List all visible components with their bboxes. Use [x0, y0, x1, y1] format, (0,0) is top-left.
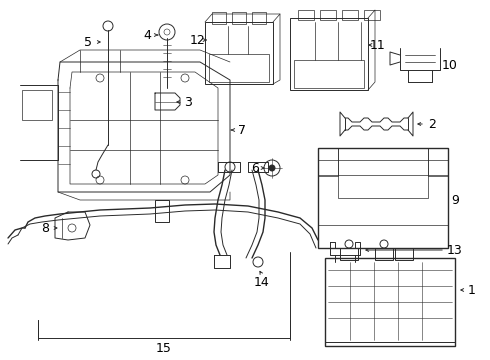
Bar — [320, 10, 336, 20]
Bar — [375, 248, 393, 260]
Bar — [338, 148, 428, 198]
Bar — [155, 200, 169, 222]
Text: 6: 6 — [251, 162, 259, 175]
Text: 9: 9 — [451, 194, 459, 207]
Bar — [205, 22, 273, 84]
Text: 5: 5 — [84, 36, 92, 49]
Bar — [232, 12, 246, 24]
Bar — [212, 12, 226, 24]
Bar — [325, 258, 455, 346]
Text: 15: 15 — [156, 342, 172, 355]
Text: 3: 3 — [184, 95, 192, 108]
Text: 8: 8 — [41, 221, 49, 234]
Bar — [318, 148, 338, 176]
Text: 13: 13 — [447, 243, 463, 256]
Bar — [318, 148, 448, 248]
Bar — [298, 10, 314, 20]
Text: 7: 7 — [238, 123, 246, 136]
Bar — [342, 10, 358, 20]
Bar — [364, 10, 380, 20]
Text: 11: 11 — [370, 39, 386, 51]
Bar — [428, 148, 448, 176]
Circle shape — [269, 165, 275, 171]
Bar — [340, 248, 358, 260]
Text: 14: 14 — [254, 275, 270, 288]
Bar — [290, 18, 368, 90]
Bar — [22, 90, 52, 120]
Text: 4: 4 — [143, 28, 151, 41]
Bar — [209, 54, 269, 82]
Bar — [395, 248, 413, 260]
Bar — [294, 60, 364, 88]
Text: 1: 1 — [468, 284, 476, 297]
Bar — [252, 12, 266, 24]
Text: 2: 2 — [428, 117, 436, 131]
Text: 10: 10 — [442, 59, 458, 72]
Text: 12: 12 — [190, 33, 206, 46]
